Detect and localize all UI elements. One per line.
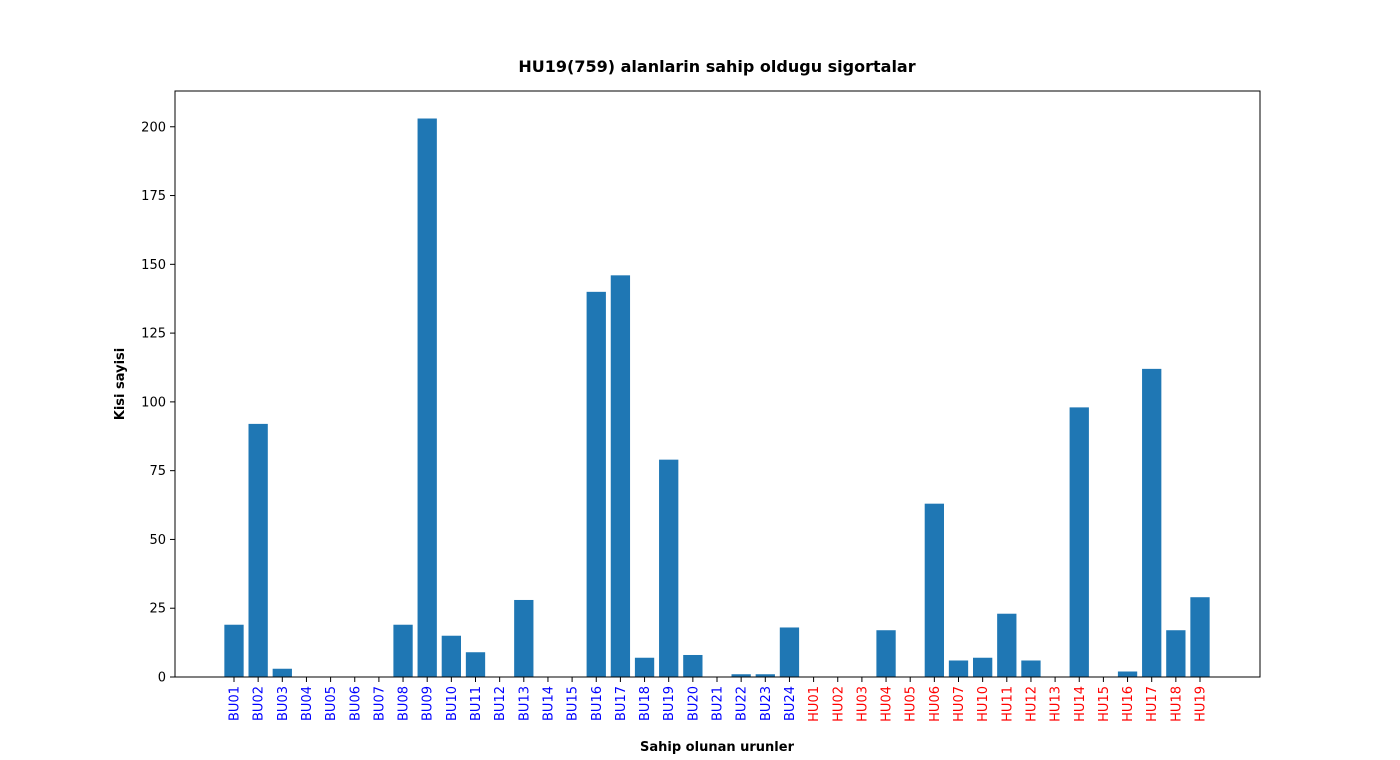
x-tick-label-bu05: BU05 [324,686,339,721]
bar-bu23 [755,674,775,677]
x-tick-label-bu23: BU23 [759,686,774,721]
bar-bu19 [659,459,679,677]
bar-hu19 [1190,597,1210,677]
x-tick-label-hu01: HU01 [807,686,822,722]
bar-hu16 [1117,671,1138,677]
x-tick-label-hu02: HU02 [831,686,846,722]
bar-hu17 [1142,368,1162,677]
x-tick-label-bu24: BU24 [783,686,798,721]
x-tick-label-hu19: HU19 [1194,686,1209,722]
x-axis-label: Sahip olunan urunler [640,740,795,755]
y-axis-label: Kisi sayisi [113,348,128,420]
x-tick-label-bu12: BU12 [493,686,508,721]
y-tick-label: 25 [149,602,166,617]
y-tick-label: 175 [141,189,166,204]
x-tick-label-bu19: BU19 [662,686,677,721]
bar-bu08 [393,624,413,677]
x-tick-label-hu16: HU16 [1121,686,1136,722]
bar-bu11 [465,652,486,677]
bar-bu03 [272,668,292,677]
chart-title: HU19(759) alanlarin sahip oldugu sigorta… [518,57,915,76]
x-tick-label-bu11: BU11 [469,686,484,721]
y-tick-label: 125 [141,327,166,342]
x-tick-label-bu14: BU14 [541,686,556,721]
x-tick-label-hu06: HU06 [928,686,943,722]
x-tick-label-bu03: BU03 [276,686,291,721]
x-tick-label-hu13: HU13 [1049,686,1064,722]
x-tick-label-bu17: BU17 [614,686,629,721]
x-tick-label-bu08: BU08 [397,686,412,721]
x-tick-label-hu11: HU11 [1000,686,1015,722]
bar-bu13 [514,599,534,677]
y-tick-label: 75 [149,464,166,479]
bar-bu02 [248,423,268,677]
bar-bu01 [224,624,244,677]
x-tick-label-hu15: HU15 [1097,686,1112,722]
x-tick-label-hu18: HU18 [1169,686,1184,722]
plot-frame [174,90,1261,678]
bar-hu04 [876,630,896,677]
y-tick-label: 0 [158,671,166,686]
bar-hu18 [1166,630,1186,677]
x-tick-label-hu05: HU05 [904,686,919,722]
x-tick-label-bu18: BU18 [638,686,653,721]
x-tick-label-hu10: HU10 [976,686,991,722]
bar-hu12 [1021,660,1041,677]
bar-hu06 [924,503,944,677]
bar-hu10 [973,657,993,677]
bar-bu09 [417,118,437,677]
x-tick-label-bu13: BU13 [517,686,532,721]
x-tick-label-bu07: BU07 [372,686,387,721]
y-tick-label: 50 [149,533,166,548]
x-tick-label-bu16: BU16 [590,686,605,721]
bar-hu07 [948,660,969,677]
x-tick-label-bu02: BU02 [252,686,267,721]
x-tick-label-hu04: HU04 [880,686,895,722]
plot-area: 0 25 50 75 100 125 150 175 200 BU01 BU02 BU03 BU04 BU… [141,90,1261,722]
y-tick-label: 200 [141,120,166,135]
bar-bu22 [731,674,751,677]
y-tick-label: 100 [141,395,166,410]
x-tick-label-bu09: BU09 [421,686,436,721]
bar-bu17 [610,275,631,677]
x-tick-label-bu06: BU06 [348,686,363,721]
x-tick-label-bu20: BU20 [686,686,701,721]
x-tick-label-hu12: HU12 [1024,686,1039,722]
bar-bu10 [441,635,461,677]
x-tick-label-hu17: HU17 [1145,686,1160,722]
x-tick-label-bu15: BU15 [566,686,581,721]
x-tick-label-hu07: HU07 [952,686,967,722]
bar-hu11 [997,613,1017,677]
y-tick-label: 150 [141,258,166,273]
bar-bu20 [683,654,703,677]
x-tick-label-bu10: BU10 [445,686,460,721]
bar-hu14 [1069,407,1089,677]
x-tick-label-bu04: BU04 [300,686,315,721]
x-tick-label-hu14: HU14 [1073,686,1088,722]
bar-bu18 [634,657,655,677]
x-tick-label-bu21: BU21 [711,686,726,721]
bar-bu24 [779,627,800,677]
bar-bu16 [586,291,606,677]
x-tick-label-bu01: BU01 [228,686,243,721]
x-tick-label-hu03: HU03 [855,686,870,722]
x-tick-label-bu22: BU22 [735,686,750,721]
